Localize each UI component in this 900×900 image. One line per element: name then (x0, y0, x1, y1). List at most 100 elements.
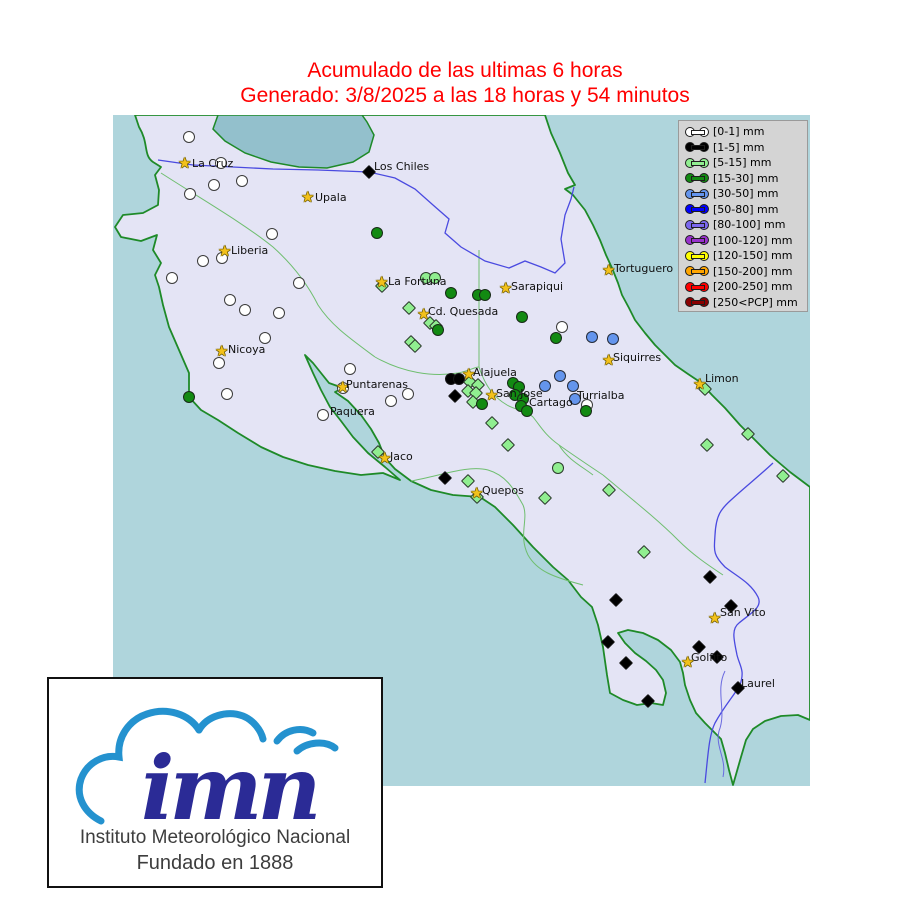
legend-item-label: [15-30] mm (713, 171, 779, 185)
city-label: La Cruz (192, 157, 234, 170)
land-shape (114, 115, 810, 786)
legend-swatch-icon (685, 297, 709, 308)
legend-swatch-bar (691, 238, 705, 244)
legend-swatch-icon (685, 157, 709, 168)
station-marker-1-5mm (608, 592, 624, 608)
city-star-icon: ★ (681, 653, 695, 671)
station-marker-5-15mm (401, 300, 417, 316)
city-label: Golfito (691, 651, 728, 664)
station-marker-15-30mm (432, 324, 444, 336)
station-marker-1-5mm (640, 693, 656, 709)
city-star-icon: ★ (602, 261, 616, 279)
station-marker-5-15mm (500, 437, 516, 453)
station-marker-1-5mm (600, 634, 616, 650)
legend-swatch-bar (691, 145, 705, 151)
station-marker-30-50mm (607, 333, 619, 345)
legend-box: [0-1] mm [1-5] mm [5-15] mm [15-30] mm [30-5… (678, 120, 808, 312)
legend-item-30-50: [30-50] mm (685, 186, 807, 202)
city-label: Liberia (231, 244, 269, 257)
station-marker-5-15mm (740, 426, 756, 442)
station-marker-15-30mm (516, 311, 528, 323)
station-marker-0-1mm (402, 388, 414, 400)
legend-swatch-icon (685, 235, 709, 246)
station-marker-15-30mm (445, 287, 457, 299)
station-marker-0-1mm (184, 188, 196, 200)
station-marker-5-15mm (552, 462, 564, 474)
station-marker-0-1mm (213, 357, 225, 369)
station-marker-5-15mm (537, 490, 553, 506)
legend-item-label: [30-50] mm (713, 187, 779, 201)
station-marker-0-1mm (166, 272, 178, 284)
station-marker-0-1mm (183, 131, 195, 143)
title-line1: Acumulado de las ultimas 6 horas (307, 59, 623, 82)
legend-item-5-15: [5-15] mm (685, 155, 807, 171)
legend-swatch-bar (691, 222, 705, 228)
station-marker-0-1mm (221, 388, 233, 400)
station-marker-30-50mm (569, 393, 581, 405)
legend-item-0-1: [0-1] mm (685, 124, 807, 140)
station-marker-5-15mm (636, 544, 652, 560)
station-marker-5-15mm (429, 272, 441, 284)
legend-item-1-5: [1-5] mm (685, 140, 807, 156)
legend-list: [0-1] mm [1-5] mm [5-15] mm [15-30] mm [30-5… (685, 124, 807, 310)
city-label: Upala (315, 191, 347, 204)
station-marker-0-1mm (293, 277, 305, 289)
station-marker-5-15mm (601, 482, 617, 498)
legend-item-label: [1-5] mm (713, 140, 765, 154)
station-marker-1-5mm (702, 569, 718, 585)
imn-acronym: imn (141, 736, 317, 840)
station-marker-15-30mm (550, 332, 562, 344)
city-label: La Fortuna (388, 275, 447, 288)
border-panama (704, 462, 774, 784)
station-marker-0-1mm (337, 382, 349, 394)
city-label: Cartago (529, 396, 573, 409)
station-marker-1-5mm (447, 388, 463, 404)
legend-swatch-bar (691, 160, 705, 166)
city-star-icon: ★ (708, 609, 722, 627)
legend-item-label: [150-200] mm (713, 264, 793, 278)
city-label: Sarapiqui (511, 280, 564, 293)
legend-swatch-bar (691, 269, 705, 275)
station-marker-0-1mm (273, 307, 285, 319)
station-marker-5-15mm (775, 468, 791, 484)
city-label: Nicoya (228, 343, 266, 356)
station-marker-15-30mm (580, 405, 592, 417)
legend-swatch-icon (685, 126, 709, 137)
city-star-icon: ★ (470, 484, 484, 502)
station-marker-15-30mm (521, 405, 533, 417)
legend-item-label: [5-15] mm (713, 156, 772, 170)
lake-nicaragua (212, 115, 375, 169)
legend-swatch-icon (685, 250, 709, 261)
legend-item-120-150: [120-150] mm (685, 248, 807, 264)
river (717, 670, 726, 778)
logo-founded-text: Fundado en 1888 (136, 852, 294, 874)
legend-swatch-bar (691, 284, 705, 290)
station-marker-1-5mm (437, 470, 453, 486)
station-marker-0-1mm (215, 157, 227, 169)
legend-item-label: [250<PCP] mm (713, 295, 798, 309)
station-marker-0-1mm (266, 228, 278, 240)
city-star-icon: ★ (378, 449, 392, 467)
city-label: Laurel (741, 677, 775, 690)
station-marker-5-15mm (484, 415, 500, 431)
legend-item-150-200: [150-200] mm (685, 264, 807, 280)
title-line2: Generado: 3/8/2025 a las 18 horas y 54 m… (240, 84, 690, 107)
legend-item-label: [50-80] mm (713, 202, 779, 216)
legend-item-250<PCP: [250<PCP] mm (685, 295, 807, 311)
station-marker-30-50mm (567, 380, 579, 392)
costa-rica-map: ★ La Cruz ★ Upala Los Chiles ★ Liberia ★ La Fort… (113, 115, 810, 786)
legend-item-15-30: [15-30] mm (685, 171, 807, 187)
city-star-icon: ★ (301, 188, 315, 206)
station-marker-30-50mm (539, 380, 551, 392)
city-label: San Jose (496, 387, 543, 400)
legend-swatch-icon (685, 281, 709, 292)
station-marker-15-30mm (371, 227, 383, 239)
city-star-icon: ★ (218, 242, 232, 260)
legend-swatch-icon (685, 188, 709, 199)
station-marker-0-1mm (385, 395, 397, 407)
cloud-icon (75, 707, 339, 825)
legend-swatch-icon (685, 266, 709, 277)
city-label: Puntarenas (346, 378, 408, 391)
imn-cloud-logo-svg: imn (75, 707, 339, 840)
